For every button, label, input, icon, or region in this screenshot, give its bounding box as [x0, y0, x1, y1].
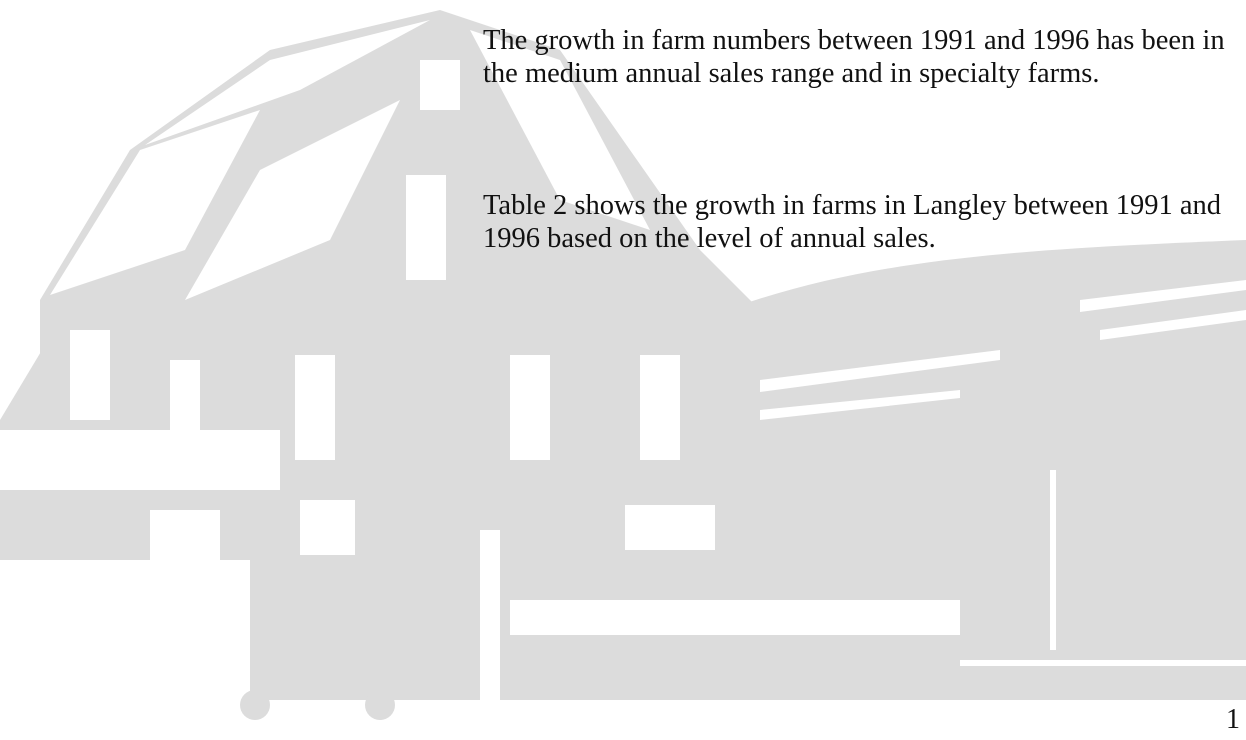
paragraph: The growth in farm numbers between 1991 …	[483, 24, 1246, 90]
barn-illustration	[0, 0, 1246, 740]
paragraph: Table 2 shows the growth in farms in Lan…	[483, 189, 1246, 255]
page: The growth in farm numbers between 1991 …	[0, 0, 1246, 740]
page-number: 1	[1226, 704, 1240, 736]
